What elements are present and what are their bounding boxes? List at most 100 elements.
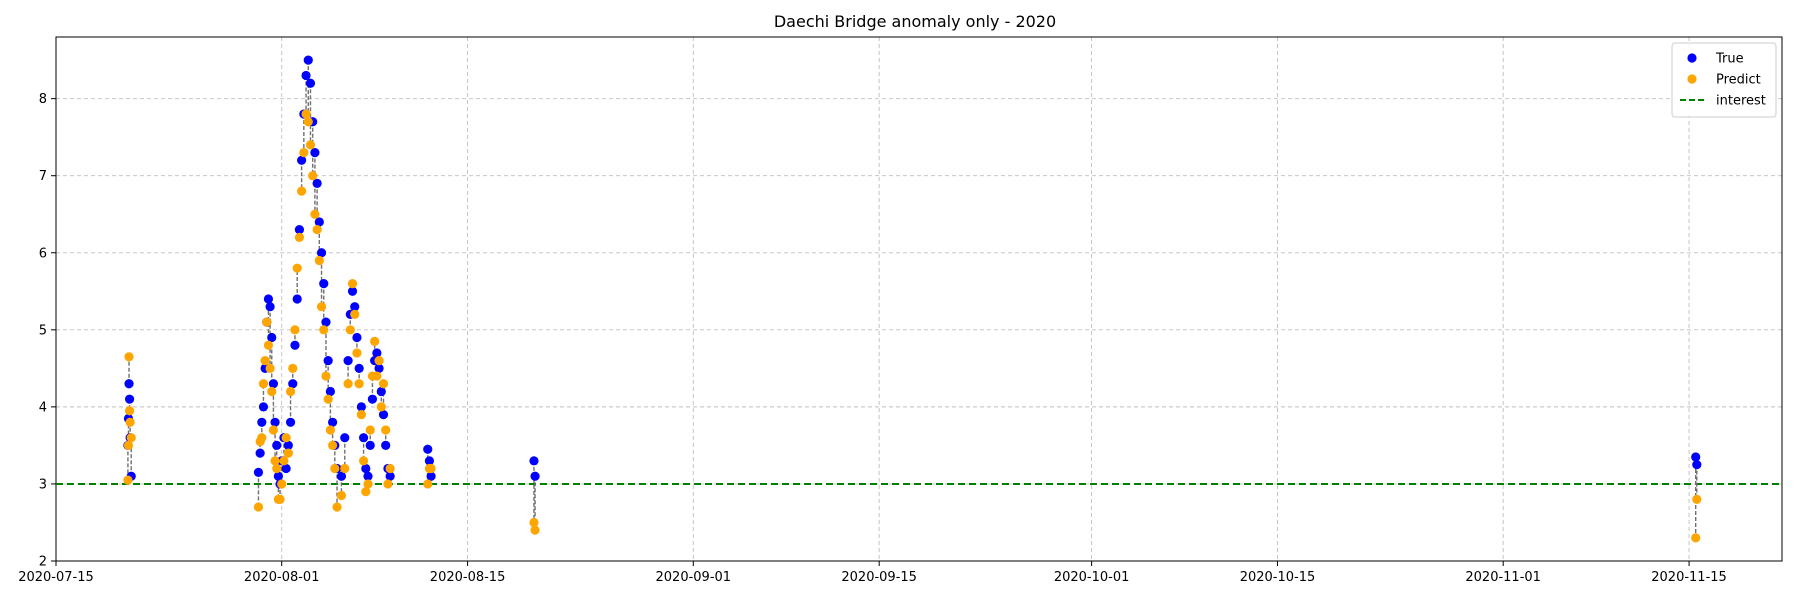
predict-point: [325, 425, 335, 435]
predict-point: [285, 386, 296, 397]
predict-point: [370, 336, 380, 346]
axes-layer: 2020-07-15 2020-08-01 2020-08-15 2020-09-01…: [18, 36, 1783, 585]
predict-point: [358, 456, 369, 466]
predict-point: [356, 409, 366, 420]
true-point: [255, 448, 265, 458]
predict-point: [123, 440, 134, 451]
predict-point: [336, 490, 347, 501]
predict-point: [365, 425, 375, 435]
true-point: [285, 417, 296, 427]
predict-point: [124, 406, 135, 416]
true-point: [263, 294, 274, 304]
predict-point: [363, 479, 373, 489]
plot-frame: [55, 36, 1783, 562]
predict-point: [272, 463, 282, 474]
true-point: [267, 332, 277, 343]
predict-point: [310, 209, 320, 219]
true-point: [340, 433, 350, 443]
true-point: [1691, 452, 1701, 462]
predict-point: [260, 356, 270, 366]
predict-point: [374, 356, 384, 366]
true-point: [356, 402, 366, 412]
predict-point: [267, 386, 277, 397]
x-tick-label: 2020-07-15: [18, 570, 94, 585]
y-tick-label: 8: [39, 92, 47, 107]
true-point: [270, 417, 280, 427]
legend-predict-swatch: [1687, 74, 1697, 84]
true-point: [363, 471, 373, 481]
true-point: [529, 456, 539, 466]
true-point: [290, 340, 300, 350]
true-point: [124, 379, 134, 389]
true-point: [303, 55, 313, 65]
predict-point: [277, 479, 287, 489]
predict-point: [378, 379, 389, 389]
true-point: [124, 394, 135, 404]
y-tick-label: 2: [39, 555, 47, 570]
predict-point: [288, 363, 298, 373]
predict-point: [281, 433, 291, 443]
x-tick-label: 2020-11-15: [1651, 570, 1727, 585]
true-point: [343, 356, 353, 366]
predict-point: [314, 255, 324, 266]
predict-point: [305, 140, 316, 150]
predict-point: [529, 517, 539, 528]
true-point: [288, 379, 298, 389]
true-point: [272, 440, 282, 451]
predict-point: [292, 263, 302, 273]
true-point: [301, 70, 311, 81]
true-point: [258, 402, 269, 412]
predict-point: [301, 109, 311, 119]
true-point: [316, 248, 327, 258]
true-point: [336, 471, 347, 481]
predict-point: [1692, 494, 1702, 504]
predict-point: [283, 448, 293, 458]
predict-point: [303, 117, 313, 127]
predict-point: [347, 278, 358, 289]
true-point: [312, 178, 322, 189]
predict-point: [426, 463, 436, 474]
legend: True Predict interest: [1671, 42, 1777, 118]
predict-point: [385, 463, 395, 474]
x-tick-label: 2020-10-15: [1240, 570, 1316, 585]
x-tick-label: 2020-11-01: [1465, 570, 1541, 585]
true-point: [1692, 460, 1702, 470]
legend-predict-label: Predict: [1716, 73, 1761, 88]
true-point: [265, 302, 275, 312]
true-point: [314, 217, 324, 227]
predict-point: [319, 325, 329, 335]
true-point: [297, 155, 307, 165]
predict-point: [321, 371, 331, 381]
predict-point: [350, 309, 360, 320]
predict-point: [253, 502, 264, 512]
predict-point: [323, 394, 333, 404]
predict-point: [265, 363, 275, 373]
predict-point: [290, 325, 300, 335]
true-point: [294, 225, 305, 235]
x-tick-label: 2020-09-15: [841, 570, 917, 585]
true-point: [372, 348, 382, 358]
predict-point: [270, 456, 280, 466]
predict-point: [312, 225, 322, 235]
predict-point: [381, 425, 391, 435]
true-point: [374, 363, 384, 373]
true-point: [305, 78, 316, 88]
predict-point: [257, 433, 267, 443]
true-point: [367, 394, 378, 404]
predict-point: [297, 186, 307, 196]
true-point: [378, 409, 389, 420]
predict-point: [361, 487, 371, 497]
predict-point: [268, 425, 279, 435]
grid-layer: [55, 37, 1782, 562]
points-layer: [123, 55, 1702, 543]
true-point: [530, 471, 540, 481]
predict-point: [279, 456, 289, 466]
predict-point: [123, 475, 133, 485]
true-point: [319, 278, 329, 289]
predict-point: [376, 402, 386, 412]
predict-point: [124, 352, 134, 362]
predict-point: [126, 433, 136, 443]
true-point: [281, 463, 291, 474]
predict-point: [352, 348, 362, 358]
